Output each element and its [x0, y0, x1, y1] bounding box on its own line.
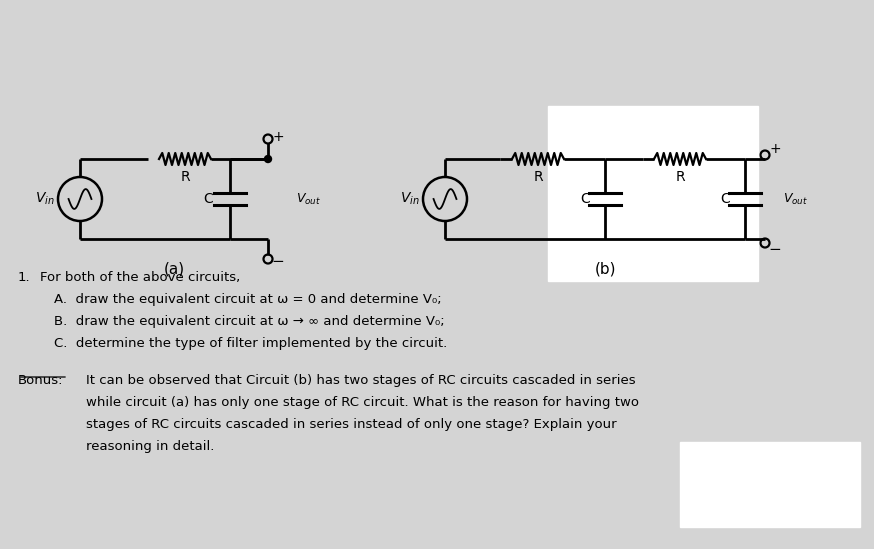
Text: +: + — [769, 142, 780, 156]
Text: stages of RC circuits cascaded in series instead of only one stage? Explain your: stages of RC circuits cascaded in series… — [86, 418, 617, 431]
Text: C.  determine the type of filter implemented by the circuit.: C. determine the type of filter implemen… — [54, 337, 447, 350]
Text: $V_{out}$: $V_{out}$ — [783, 192, 808, 206]
Circle shape — [265, 155, 272, 163]
Text: Bonus:: Bonus: — [18, 374, 64, 387]
Text: −: − — [272, 254, 284, 268]
Text: B.  draw the equivalent circuit at ω → ∞ and determine V₀;: B. draw the equivalent circuit at ω → ∞ … — [54, 315, 445, 328]
Text: +: + — [272, 130, 284, 144]
Text: $V_{out}$: $V_{out}$ — [296, 192, 321, 206]
Bar — [548, 106, 758, 281]
Text: $V_{in}$: $V_{in}$ — [400, 191, 420, 207]
Text: −: − — [768, 242, 781, 256]
Text: reasoning in detail.: reasoning in detail. — [86, 440, 214, 453]
Circle shape — [741, 155, 748, 163]
Text: A.  draw the equivalent circuit at ω = 0 and determine V₀;: A. draw the equivalent circuit at ω = 0 … — [54, 293, 441, 306]
Text: R: R — [533, 170, 543, 184]
Text: C: C — [720, 192, 730, 206]
Text: R: R — [676, 170, 685, 184]
Text: $V_{in}$: $V_{in}$ — [35, 191, 55, 207]
Circle shape — [601, 155, 608, 163]
Text: (b): (b) — [594, 261, 616, 276]
Text: For both of the above circuits,: For both of the above circuits, — [40, 271, 240, 284]
Text: 1.: 1. — [18, 271, 31, 284]
Text: C: C — [203, 192, 213, 206]
Text: C: C — [580, 192, 590, 206]
Bar — [680, 442, 860, 527]
Text: while circuit (a) has only one stage of RC circuit. What is the reason for havin: while circuit (a) has only one stage of … — [86, 396, 639, 409]
Text: (a): (a) — [163, 261, 184, 276]
Text: It can be observed that Circuit (b) has two stages of RC circuits cascaded in se: It can be observed that Circuit (b) has … — [86, 374, 635, 387]
Text: R: R — [180, 170, 190, 184]
